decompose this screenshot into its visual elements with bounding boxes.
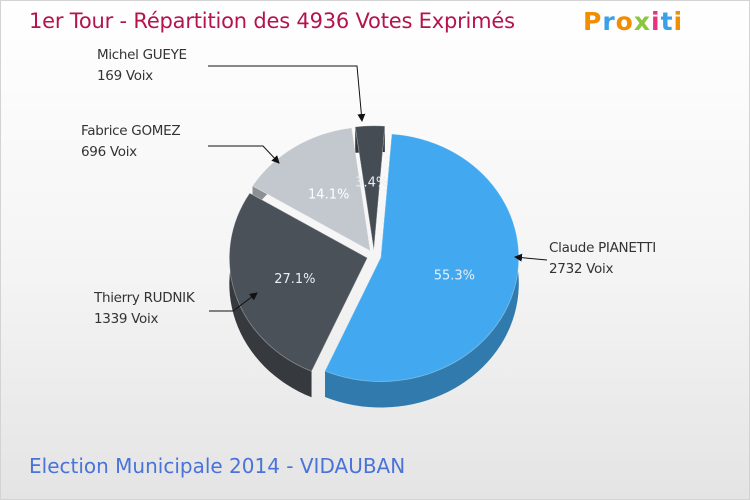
candidate-name: Michel GUEYE xyxy=(97,47,187,63)
chart-title: 1er Tour - Répartition des 4936 Votes Ex… xyxy=(29,9,515,33)
slice-percent-fabrice-gomez: 14.1% xyxy=(308,188,349,203)
proxiti-logo: Proxiti xyxy=(583,7,683,36)
label-michel-gueye: Michel GUEYE 169 Voix xyxy=(97,45,187,87)
slice-fabrice-gomez xyxy=(251,127,371,252)
pie-percent-labels: 55.3% 27.1% 14.1% 3.4% xyxy=(274,176,475,288)
logo-letter-x: x xyxy=(633,7,651,36)
slice-michel-gueye xyxy=(354,125,386,250)
label-fabrice-gomez: Fabrice GOMEZ 696 Voix xyxy=(81,121,181,163)
candidate-name: Fabrice GOMEZ xyxy=(81,123,181,139)
logo-letter-i-2: i xyxy=(673,7,684,36)
leader-line-claude-pianetti xyxy=(514,253,548,262)
slice-claude-pianetti xyxy=(324,133,520,382)
leader-line-fabrice-gomez xyxy=(208,145,280,164)
candidate-name: Thierry RUDNIK xyxy=(94,290,195,306)
candidate-votes: 1339 Voix xyxy=(94,311,159,327)
candidate-votes: 696 Voix xyxy=(81,144,137,160)
leader-line-thierry-rudnik xyxy=(209,292,258,312)
candidate-votes: 169 Voix xyxy=(97,68,153,84)
slice-percent-claude-pianetti: 55.3% xyxy=(434,268,475,283)
election-subtitle: Election Municipale 2014 - VIDAUBAN xyxy=(29,454,406,478)
candidate-name: Claude PIANETTI xyxy=(549,240,656,256)
slice-percent-thierry-rudnik: 27.1% xyxy=(274,272,315,287)
slice-percent-michel-gueye: 3.4% xyxy=(355,176,388,191)
candidate-votes: 2732 Voix xyxy=(549,261,614,277)
logo-letter-i: i xyxy=(651,7,661,36)
label-claude-pianetti: Claude PIANETTI 2732 Voix xyxy=(549,238,656,280)
pie-slices xyxy=(228,125,520,382)
label-thierry-rudnik: Thierry RUDNIK 1339 Voix xyxy=(94,288,195,330)
logo-letter-t: t xyxy=(660,7,674,36)
slice-thierry-rudnik xyxy=(228,192,368,372)
logo-letter-p: P xyxy=(583,7,603,36)
leader-lines xyxy=(208,65,548,312)
logo-letter-r: r xyxy=(602,7,616,36)
logo-letter-o: o xyxy=(615,7,634,36)
leader-line-michel-gueye xyxy=(208,65,366,122)
